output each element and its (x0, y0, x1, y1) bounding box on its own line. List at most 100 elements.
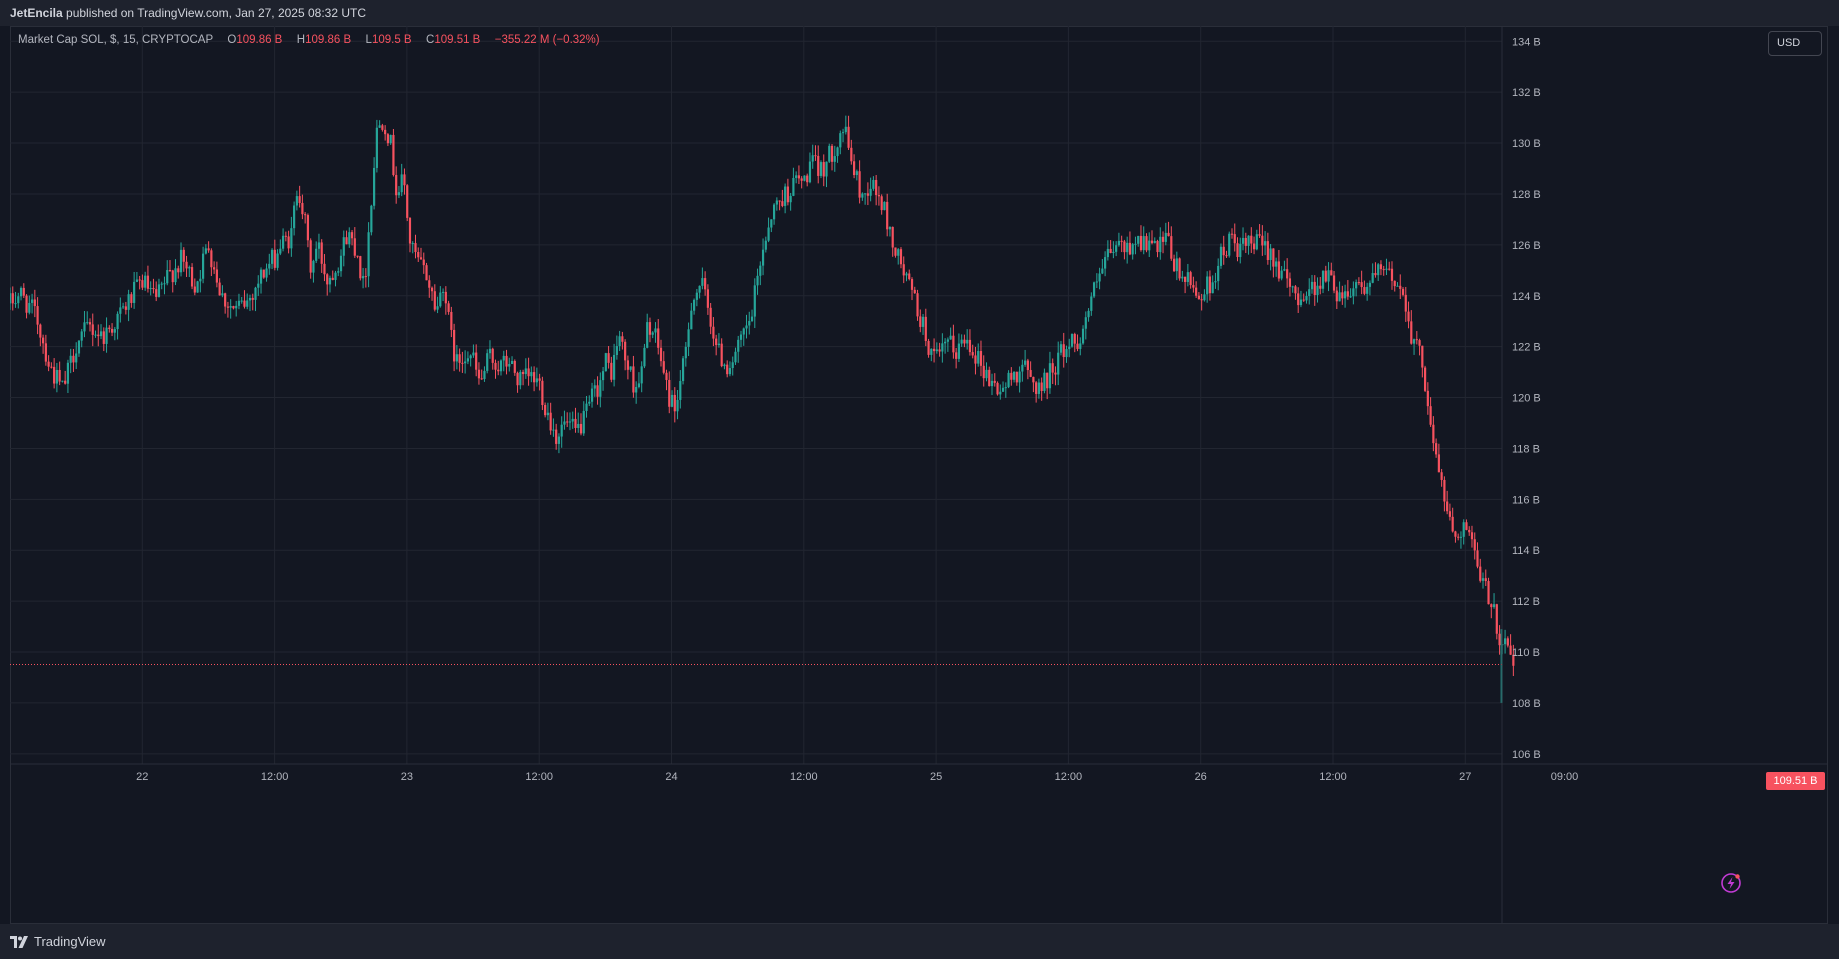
candle-body (1153, 240, 1156, 244)
candle-body (1241, 237, 1245, 244)
brand-name: TradingView (34, 934, 106, 949)
candle-body (94, 334, 97, 336)
candle-body (378, 125, 381, 128)
candle-body (1211, 282, 1214, 294)
candle-body (938, 349, 941, 352)
candle-body (42, 337, 45, 344)
candle-body (1283, 269, 1286, 271)
lightning-alert-icon[interactable] (1720, 872, 1742, 894)
candle-body (516, 372, 519, 386)
candle-body (110, 328, 114, 333)
candle-body (10, 293, 12, 304)
candle-body (1319, 285, 1322, 289)
candle-body (1076, 343, 1079, 349)
candle-body (290, 228, 293, 249)
candle-body (941, 343, 944, 352)
candle-body (1476, 550, 1479, 567)
candle-body (1446, 501, 1449, 512)
candle-body (1412, 339, 1416, 344)
candle-body (259, 269, 263, 284)
candle-body (1029, 370, 1032, 377)
candle-body (1026, 360, 1029, 371)
candle-body (1070, 333, 1074, 347)
candle-body (1043, 372, 1046, 391)
candle-body (1054, 372, 1057, 375)
candle-body (886, 201, 889, 230)
candle-body (1217, 265, 1220, 282)
candle-body (240, 300, 243, 302)
publish-info: published on TradingView.com, Jan 27, 20… (62, 6, 367, 20)
high-label: H (296, 34, 306, 46)
candle-body (284, 235, 287, 237)
candle-body (1046, 372, 1049, 389)
candle-body (607, 353, 610, 363)
candle-body (1007, 372, 1010, 388)
candle-body (803, 175, 806, 181)
candle-body (119, 307, 122, 314)
candle-body (1299, 299, 1303, 306)
candle-body (1379, 264, 1383, 270)
candle-body (464, 361, 467, 364)
candle-body (847, 126, 850, 148)
candle-body (916, 293, 919, 317)
candle-body (414, 243, 417, 252)
candle-body (1418, 340, 1421, 346)
symbol-info[interactable]: Market Cap SOL, $, 15, CRYPTOCAP (18, 34, 213, 46)
candle-body (1382, 269, 1385, 271)
candle-body (466, 358, 470, 362)
candle-body (750, 316, 754, 321)
candle-body (1462, 522, 1465, 537)
candle-body (993, 380, 996, 383)
candlestick-chart[interactable]: 106 B 108 B 110 B 112 B 114 B 116 B 118 B 120 B… (10, 26, 1828, 924)
candle-body (25, 295, 28, 313)
candle-body (265, 268, 268, 278)
candle-body (1228, 233, 1231, 256)
candle-body (483, 370, 486, 380)
candle-body (1426, 390, 1429, 407)
tradingview-brand[interactable]: TradingView (10, 934, 106, 949)
candle-body (72, 355, 75, 363)
candle-body (461, 362, 464, 364)
candle-body (549, 412, 552, 431)
candle-body (830, 145, 834, 162)
candle-body (888, 226, 892, 230)
x-tick-label: 27 (1459, 771, 1471, 783)
candle-body (102, 331, 105, 344)
candle-body (279, 248, 282, 254)
candle-body (883, 201, 886, 211)
candle-body (852, 161, 856, 176)
candle-body (624, 341, 627, 361)
y-tick-label: 126 B (1512, 240, 1541, 252)
candle-body (61, 380, 64, 382)
candle-body (428, 280, 431, 288)
candle-body (1244, 237, 1247, 246)
candle-body (1250, 235, 1253, 244)
candle-body (704, 278, 707, 290)
candle-body (1101, 268, 1104, 274)
candle-body (373, 167, 376, 206)
candle-body (1092, 282, 1096, 297)
author-name[interactable]: JetEncila (10, 6, 63, 20)
candle-body (1277, 261, 1280, 279)
candle-body (226, 306, 230, 308)
candle-body (91, 324, 94, 335)
candle-body (425, 265, 428, 281)
candle-body (182, 249, 185, 262)
candle-body (1048, 363, 1052, 389)
chart-frame (10, 26, 1828, 924)
currency-button[interactable]: USD (1768, 31, 1822, 56)
candle-body (966, 339, 969, 344)
candle-body (309, 240, 312, 273)
candle-body (281, 235, 285, 249)
candle-body (1239, 243, 1242, 258)
x-tick-label: 25 (930, 771, 942, 783)
candle-body (590, 388, 594, 402)
candle-body (555, 429, 558, 444)
candle-body (1186, 272, 1189, 282)
candle-body (331, 277, 334, 280)
candle-body (337, 271, 340, 273)
candle-body (433, 291, 436, 310)
candle-body (844, 126, 847, 133)
candle-body (257, 283, 260, 288)
candle-body (955, 352, 958, 359)
